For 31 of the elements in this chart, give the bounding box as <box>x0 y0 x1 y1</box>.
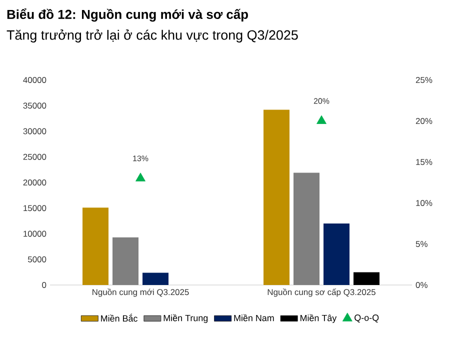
legend-label: Miền Tây <box>300 314 337 323</box>
y2-tick-label: 0% <box>416 282 428 288</box>
y-tick-label: 15000 <box>24 205 46 212</box>
y-tick-label: 10000 <box>24 230 46 237</box>
bar <box>82 208 108 285</box>
bar <box>294 172 320 285</box>
y-tick-label: 0 <box>42 282 46 288</box>
y-tick-label: 30000 <box>23 128 46 134</box>
chart-subtitle: Tăng trưởng trở lại ở các khu vực trong Q3/2025 <box>6 30 298 42</box>
bar <box>354 272 380 285</box>
bar <box>324 224 350 285</box>
y2-tick-label: 10% <box>416 200 432 206</box>
y-tick-label: 40000 <box>23 77 46 83</box>
legend-label: Miền Trung <box>164 314 208 323</box>
y2-tick-label: 15% <box>416 159 432 165</box>
x-tick-label: Nguồn cung mới Q3.2025 <box>92 288 189 297</box>
bar <box>142 272 168 285</box>
bar <box>264 110 290 285</box>
y-tick-label: 25000 <box>23 154 46 160</box>
x-tick-label: Nguồn cung sơ cấp Q3.2025 <box>268 288 376 297</box>
y2-tick-label: 25% <box>416 77 432 83</box>
y2-tick-label: 20% <box>416 118 432 124</box>
legend-label: Miền Nam <box>234 314 274 322</box>
bar <box>112 237 138 285</box>
y2-tick-label: 5% <box>416 241 428 247</box>
legend-label: Miền Bắc <box>101 314 138 322</box>
y-tick-label: 35000 <box>23 102 46 109</box>
legend-label: Q-o-Q <box>354 314 379 322</box>
y-tick-label: 5000 <box>28 256 46 262</box>
y-tick-label: 20000 <box>23 180 46 186</box>
chart-title: Biểu đồ 12: Nguồn cung mới và sơ cấp <box>7 8 248 22</box>
